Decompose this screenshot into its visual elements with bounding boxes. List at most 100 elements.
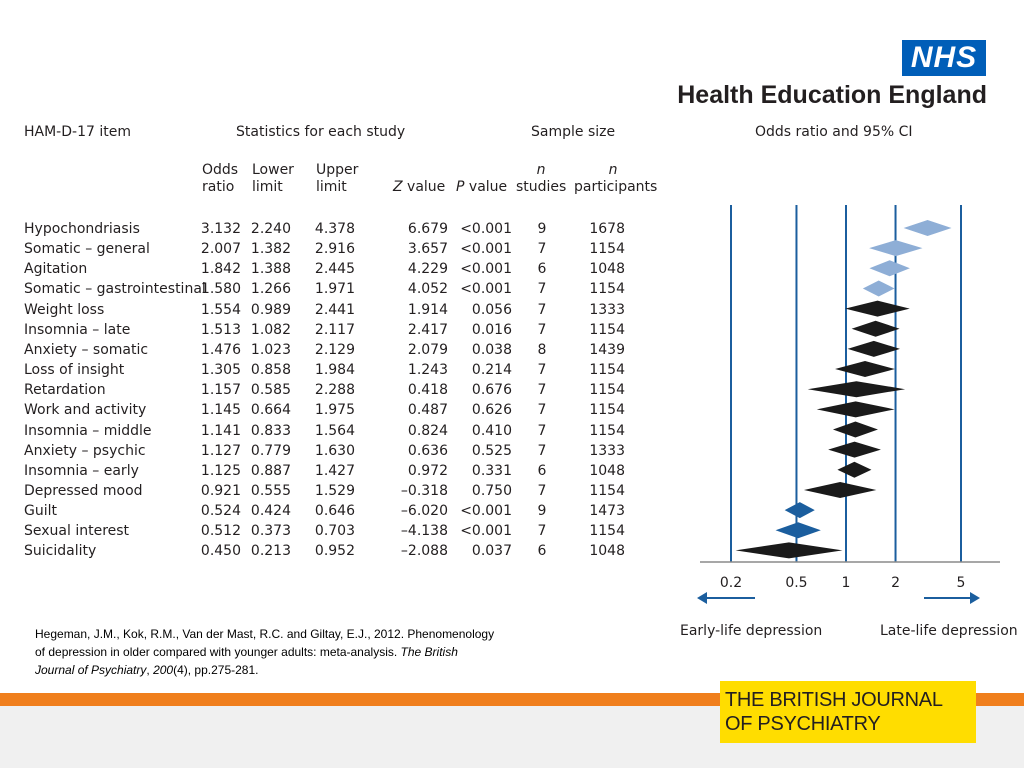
cell-n-studies: 7 (537, 422, 547, 439)
citation-volume: 200 (153, 663, 174, 677)
cell-lower: 0.555 (250, 482, 291, 499)
cell-n-participants: 1154 (589, 523, 625, 540)
cell-lower: 1.382 (250, 241, 291, 258)
cell-z: –0.318 (400, 482, 448, 499)
cell-p: <0.001 (460, 523, 512, 540)
cell-z: 0.487 (407, 402, 448, 419)
col-odds-ratio-line1: Odds (202, 162, 239, 178)
cell-item: Suicidality (24, 543, 97, 560)
cell-odds-ratio: 1.145 (200, 402, 241, 419)
cell-z: 4.052 (407, 281, 448, 298)
cell-item: Weight loss (24, 301, 105, 318)
cell-p: 0.331 (471, 462, 512, 479)
ci-diamond (869, 260, 910, 277)
cell-n-participants: 1439 (589, 341, 625, 358)
cell-n-studies: 6 (537, 543, 547, 560)
ci-diamond (828, 441, 881, 458)
x-tick-label: 2 (891, 575, 900, 591)
cell-lower: 0.833 (250, 422, 291, 439)
cell-upper: 4.378 (314, 221, 355, 237)
cell-odds-ratio: 2.007 (200, 241, 241, 258)
cell-odds-ratio: 1.141 (200, 422, 241, 439)
cell-upper: 2.441 (314, 301, 355, 318)
cell-odds-ratio: 1.125 (200, 462, 241, 479)
cell-item: Somatic – gastrointestinal (24, 281, 206, 298)
cell-p: 0.214 (471, 362, 512, 379)
col-p-italic: P (456, 179, 465, 195)
cell-p: 0.525 (471, 442, 512, 459)
cell-p: 0.410 (471, 422, 512, 439)
cell-upper: 1.971 (314, 281, 355, 298)
cell-upper: 2.288 (314, 382, 355, 399)
ci-diamond (807, 381, 906, 398)
header-odds-ratio-ci: Odds ratio and 95% CI (755, 124, 913, 140)
cell-odds-ratio: 0.450 (200, 543, 241, 560)
cell-item: Guilt (24, 503, 57, 520)
ci-diamond (862, 280, 895, 297)
cell-n-studies: 9 (537, 503, 547, 520)
x-tick-label: 1 (842, 575, 851, 591)
late-life-label: Late-life depression (880, 623, 1018, 639)
cell-n-studies: 7 (537, 482, 547, 499)
cell-p: <0.001 (460, 281, 512, 298)
cell-item: Insomnia – late (24, 321, 131, 338)
cell-n-participants: 1048 (589, 261, 625, 278)
cell-n-studies: 7 (537, 523, 547, 540)
cell-item: Somatic – general (24, 241, 150, 258)
col-n-studies-italic: n (536, 162, 546, 178)
cell-n-participants: 1154 (589, 482, 625, 499)
cell-item: Anxiety – psychic (24, 442, 146, 459)
cell-n-participants: 1473 (589, 503, 625, 520)
cell-z: 1.914 (407, 301, 448, 318)
cell-n-participants: 1333 (589, 301, 625, 318)
cell-upper: 2.129 (314, 341, 355, 358)
cell-n-studies: 9 (537, 221, 547, 237)
col-p-value: P value (456, 179, 507, 196)
cell-z: 0.636 (407, 442, 448, 459)
cell-item: Depressed mood (24, 482, 143, 499)
cell-upper: 1.984 (314, 362, 355, 379)
col-upper-limit: Upper limit (316, 162, 358, 196)
cell-upper: 0.952 (314, 543, 355, 560)
col-n-studies: n studies (516, 162, 566, 196)
col-odds-ratio: Odds ratio (202, 162, 238, 196)
cell-z: 0.972 (407, 462, 448, 479)
left-arrow-icon (697, 592, 707, 604)
cell-odds-ratio: 1.580 (200, 281, 241, 298)
header-sample-size: Sample size (531, 124, 616, 140)
cell-odds-ratio: 1.513 (200, 321, 241, 338)
cell-n-participants: 1154 (589, 241, 625, 258)
cell-n-studies: 7 (537, 301, 547, 318)
cell-upper: 2.445 (314, 261, 355, 278)
col-n-participants: n participants (574, 162, 657, 196)
cell-n-studies: 7 (537, 382, 547, 399)
col-n-studies-line2: studies (516, 179, 567, 195)
cell-n-participants: 1154 (589, 321, 625, 338)
cell-lower: 2.240 (250, 221, 291, 237)
cell-upper: 1.630 (314, 442, 355, 459)
cell-n-participants: 1333 (589, 442, 625, 459)
ci-diamond (816, 401, 895, 418)
col-odds-ratio-line2: ratio (202, 179, 235, 195)
cell-upper: 2.117 (314, 321, 355, 338)
col-z-rest: value (402, 179, 446, 195)
cell-odds-ratio: 3.132 (200, 221, 241, 237)
ci-diamond (837, 461, 872, 478)
cell-n-studies: 7 (537, 362, 547, 379)
cell-n-studies: 6 (537, 261, 547, 278)
cell-p: 0.626 (471, 402, 512, 419)
citation: Hegeman, J.M., Kok, R.M., Van der Mast, … (35, 625, 495, 679)
cell-odds-ratio: 0.921 (200, 482, 241, 499)
ci-diamond (832, 421, 878, 438)
cell-n-participants: 1154 (589, 422, 625, 439)
cell-z: 6.679 (407, 221, 448, 237)
header-item: HAM-D-17 item (24, 124, 131, 140)
cell-upper: 1.427 (314, 462, 355, 479)
col-upper-line1: Upper (316, 162, 359, 178)
cell-z: –6.020 (400, 503, 448, 520)
cell-z: –4.138 (400, 523, 448, 540)
cell-lower: 0.989 (250, 301, 291, 318)
ci-diamond (847, 340, 900, 357)
cell-z: –2.088 (400, 543, 448, 560)
